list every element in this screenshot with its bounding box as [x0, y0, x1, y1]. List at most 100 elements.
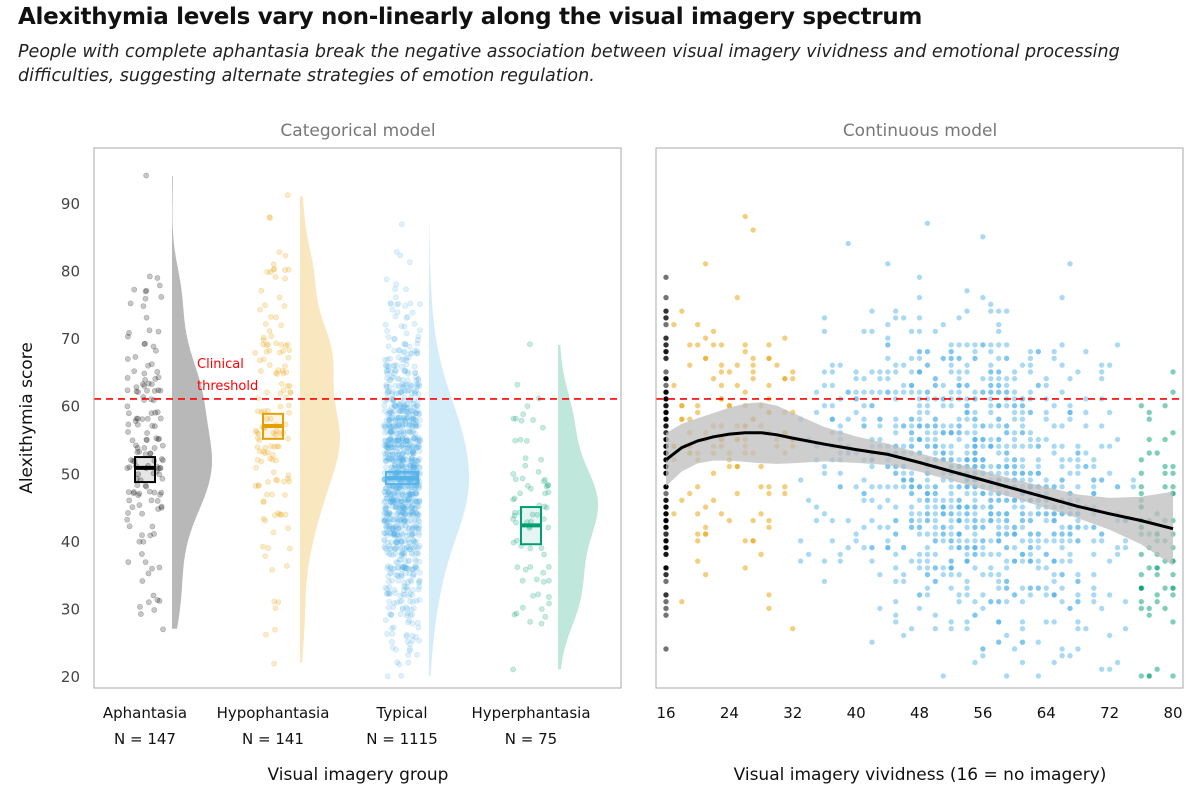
data-point [702, 355, 709, 362]
data-point [1082, 395, 1089, 403]
data-point [149, 422, 156, 429]
data-point [1059, 443, 1066, 450]
data-point [407, 612, 414, 619]
data-point [821, 463, 828, 470]
data-point [924, 429, 931, 436]
data-point [1066, 402, 1074, 409]
data-point [257, 306, 263, 313]
data-point [987, 389, 994, 396]
data-point [987, 308, 994, 315]
data-point [402, 563, 408, 570]
figure-title: Alexithymia levels vary non-linearly alo… [18, 4, 923, 30]
data-point [387, 355, 393, 362]
data-point [971, 389, 979, 396]
data-point [868, 368, 876, 375]
data-point [416, 558, 423, 565]
data-point [963, 504, 971, 511]
data-point [413, 491, 420, 497]
data-point [543, 483, 550, 490]
data-point [391, 370, 398, 376]
data-point [979, 456, 986, 463]
data-point [401, 394, 408, 401]
data-point [979, 544, 986, 551]
data-point [402, 415, 409, 422]
data-point [385, 334, 392, 341]
data-point [1027, 544, 1034, 551]
data-point [837, 483, 844, 490]
data-point [1035, 443, 1042, 450]
data-point [940, 531, 947, 538]
data-point [987, 510, 994, 517]
data-point [1051, 510, 1058, 517]
data-point [260, 334, 267, 341]
data-point [940, 504, 947, 511]
data-point [932, 375, 939, 382]
data-point [413, 382, 420, 389]
data-point [829, 382, 836, 389]
data-point [995, 510, 1002, 517]
data-point [389, 456, 396, 463]
data-point [995, 321, 1002, 328]
data-point [1051, 517, 1058, 524]
data-point [391, 335, 398, 342]
data-point [403, 286, 409, 293]
data-point [381, 402, 388, 409]
data-point [391, 362, 398, 369]
data-point [405, 544, 412, 550]
data-point [133, 415, 140, 422]
data-point [389, 391, 396, 397]
data-point [406, 531, 413, 538]
data-point [995, 598, 1002, 605]
data-point [409, 408, 416, 414]
data-point [940, 429, 947, 436]
data-point [143, 436, 150, 443]
data-point [924, 531, 931, 538]
data-point [662, 571, 670, 578]
data-point [151, 387, 158, 394]
data-point [900, 544, 907, 551]
data-point [956, 504, 963, 511]
data-point [413, 463, 420, 469]
data-point [892, 578, 899, 585]
data-point [916, 531, 923, 538]
threshold-label-line1: Clinical [197, 357, 244, 372]
data-point [157, 415, 164, 422]
data-point [908, 429, 915, 436]
data-point [409, 411, 416, 418]
data-point [971, 449, 979, 457]
data-point [670, 510, 677, 517]
data-point [734, 362, 741, 369]
data-point [1051, 618, 1058, 625]
data-point [1090, 490, 1097, 497]
data-point [401, 504, 408, 511]
data-point [398, 598, 405, 604]
data-point [280, 347, 286, 354]
data-point [146, 273, 153, 280]
data-point [151, 531, 157, 537]
data-point [1011, 531, 1018, 538]
data-point [252, 349, 258, 356]
data-point [963, 362, 971, 369]
left-panel-title: Categorical model [280, 121, 435, 141]
data-point [412, 421, 419, 428]
data-point [395, 525, 402, 532]
data-point [392, 417, 399, 424]
data-point [884, 524, 891, 531]
data-point [892, 483, 899, 490]
data-point [1003, 564, 1010, 571]
data-point [136, 490, 143, 497]
data-point [916, 328, 923, 335]
data-point [413, 538, 420, 545]
data-point [272, 626, 278, 633]
data-point [1138, 585, 1145, 592]
data-point [393, 414, 400, 421]
data-point [414, 347, 420, 354]
data-point [411, 363, 418, 370]
data-point [406, 444, 413, 451]
data-point [1154, 571, 1161, 578]
data-point [267, 455, 273, 462]
data-point [948, 544, 955, 551]
data-point [797, 558, 804, 565]
data-point [127, 300, 134, 307]
data-point [402, 517, 408, 524]
